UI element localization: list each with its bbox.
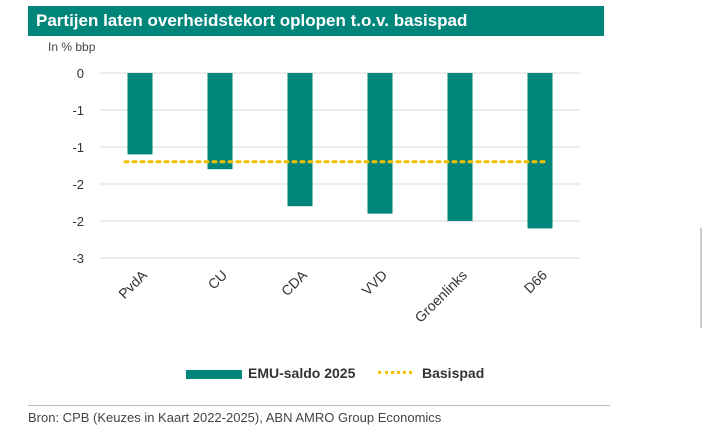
bar-vvd [367, 73, 393, 214]
legend-label-emu: EMU-saldo 2025 [248, 365, 356, 381]
y-tick-label: -3 [72, 251, 84, 266]
y-tick-label: -2 [72, 214, 84, 229]
legend-label-basispad: Basispad [422, 365, 485, 381]
bar-chart: 0 -1 -1 -2 -2 -3 PvdA CU CDA VVD Groenlinks D66 [72, 66, 580, 326]
y-tick-label: -1 [72, 140, 84, 155]
y-tick-label: -1 [72, 103, 84, 118]
bar-groenlinks [447, 73, 473, 221]
x-tick-label-d66: D66 [521, 267, 551, 297]
bar-cda [287, 73, 313, 207]
bar-pvda [127, 73, 153, 155]
x-tick-label-cda: CDA [278, 266, 311, 299]
legend-swatch-emu [186, 370, 242, 379]
chart-title: Partijen laten overheidstekort oplopen t… [36, 11, 468, 30]
legend-swatch-basispad [378, 371, 412, 374]
x-tick-label-groenlinks: Groenlinks [411, 267, 470, 326]
y-tick-label: -2 [72, 177, 84, 192]
chart-title-bar: Partijen laten overheidstekort oplopen t… [28, 6, 604, 36]
bar-cu [207, 73, 233, 170]
x-tick-label-pvda: PvdA [115, 266, 150, 301]
bar-d66 [527, 73, 553, 229]
x-tick-label-cu: CU [204, 267, 230, 293]
legend: EMU-saldo 2025 Basispad [0, 364, 704, 384]
y-tick-label: 0 [77, 66, 84, 81]
source-note: Bron: CPB (Keuzes in Kaart 2022-2025), A… [28, 410, 442, 425]
edge-divider [700, 228, 702, 328]
x-tick-label-vvd: VVD [358, 267, 390, 299]
y-axis-label: In % bbp [48, 40, 96, 54]
source-divider [28, 405, 610, 406]
